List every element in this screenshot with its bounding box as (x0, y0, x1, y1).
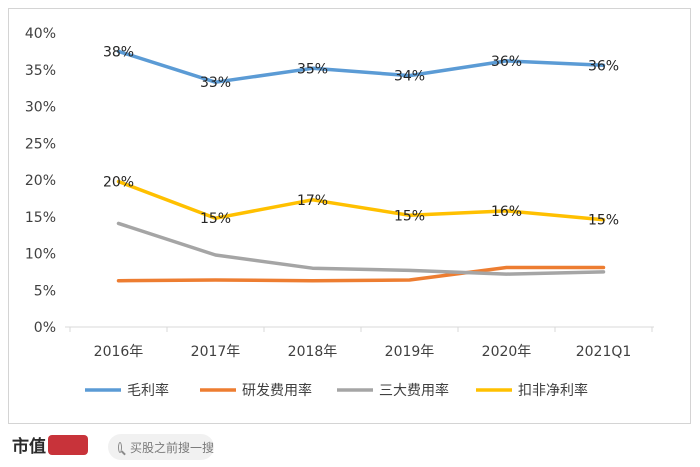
data-label: 16% (491, 204, 522, 220)
brand-logo: 市值 (12, 435, 88, 459)
chart-frame (8, 8, 691, 424)
series-line (116, 179, 606, 222)
brand-text: 市值 (12, 437, 46, 457)
x-tick-label: 2016年 (94, 344, 144, 360)
series-line (116, 49, 606, 84)
y-tick-label: 20% (25, 173, 56, 189)
data-label: 38% (103, 44, 134, 60)
y-tick-label: 0% (34, 320, 56, 336)
legend-label: 毛利率 (127, 382, 169, 399)
x-tick-label: 2019年 (385, 344, 435, 360)
legend-label: 三大费用率 (379, 382, 449, 399)
y-tick-label: 5% (34, 283, 56, 299)
search-icon (118, 441, 122, 453)
series-line (116, 265, 606, 283)
x-tick-label: 2017年 (191, 344, 241, 360)
x-tick-label: 2021Q1 (576, 344, 632, 360)
x-tick-label: 2020年 (482, 344, 532, 360)
data-label: 35% (297, 61, 328, 77)
y-tick-label: 25% (25, 136, 56, 152)
search-box[interactable]: 买股之前搜一搜 (108, 434, 214, 460)
y-tick-label: 35% (25, 63, 56, 79)
data-label: 36% (491, 54, 522, 70)
brand-mark-icon (48, 435, 88, 455)
y-tick-label: 30% (25, 100, 56, 116)
data-label: 15% (588, 213, 619, 229)
line-chart: 0% 5% 10% 15% 20% 25% 30% 35% 40% 2016年 2017年 2018… (25, 26, 654, 399)
data-label: 17% (297, 193, 328, 209)
y-tick-label: 40% (25, 26, 56, 42)
data-label: 20% (103, 174, 134, 190)
data-label: 36% (588, 58, 619, 74)
y-tick-label: 15% (25, 210, 56, 226)
data-label: 15% (394, 208, 425, 224)
legend-label: 研发费用率 (242, 382, 312, 399)
data-label: 34% (394, 69, 425, 85)
search-placeholder: 买股之前搜一搜 (129, 440, 214, 455)
series-line (116, 221, 606, 276)
footer-bar: 市值 买股之前搜一搜 (0, 428, 700, 467)
legend-label: 扣非净利率 (518, 382, 588, 399)
x-tick-label: 2018年 (288, 344, 338, 360)
y-tick-label: 10% (25, 247, 56, 263)
data-label: 33% (200, 75, 231, 91)
data-label: 15% (200, 211, 231, 227)
